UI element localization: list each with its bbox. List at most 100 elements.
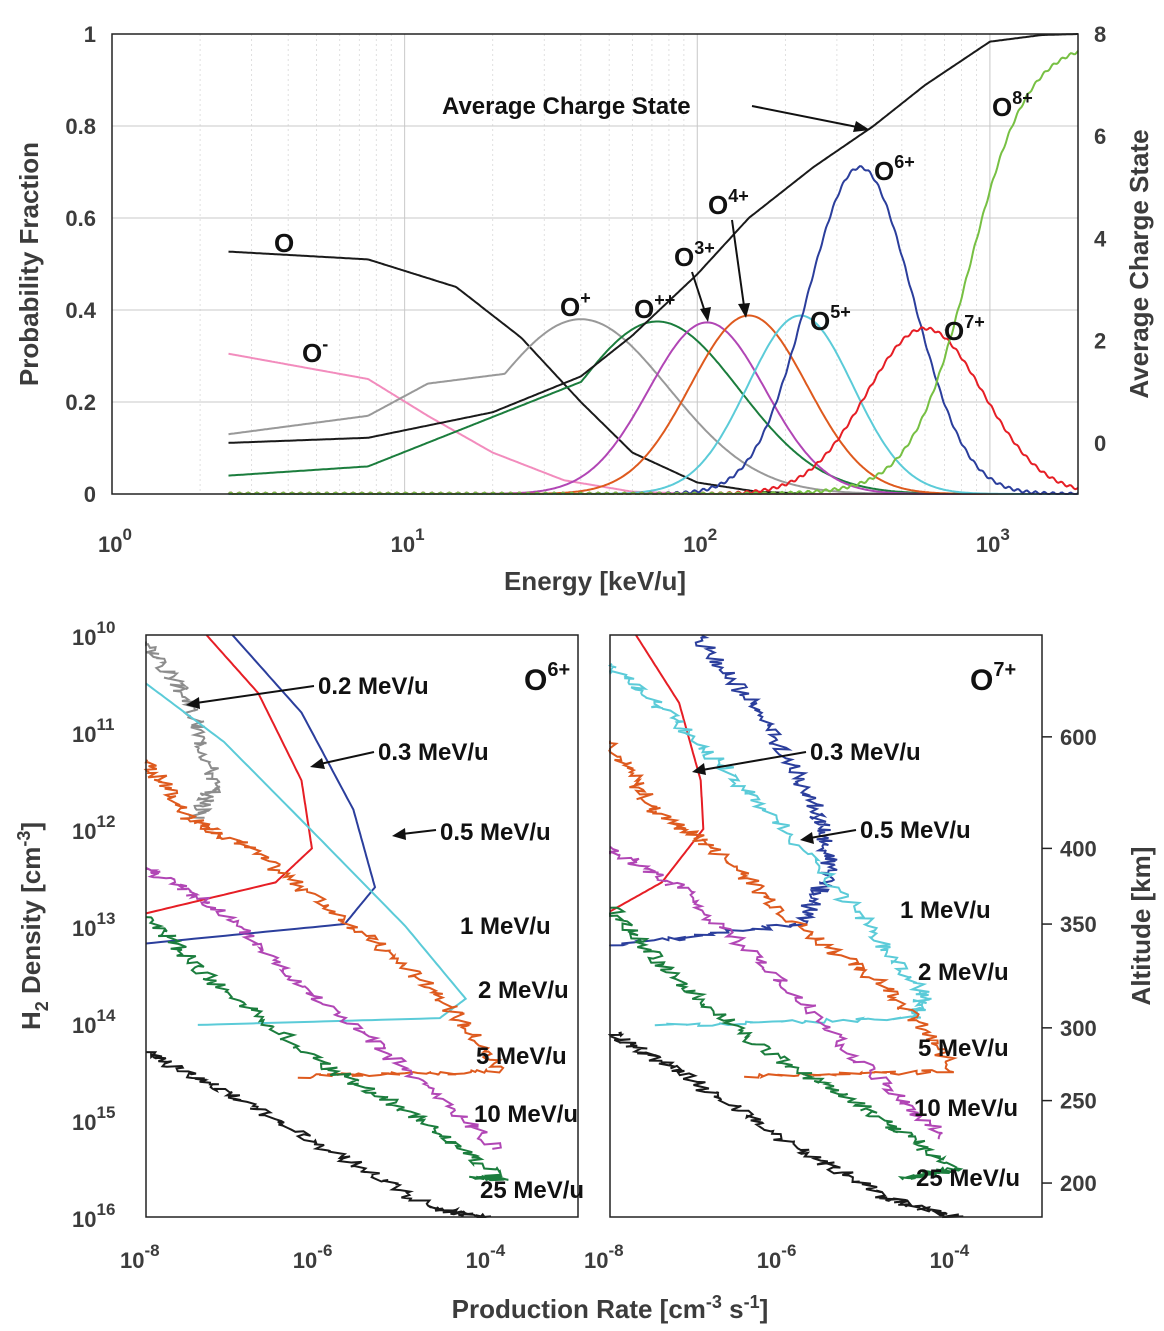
bottom-x-axis-label: Production Rate [cm-3 s-1] <box>452 1292 769 1324</box>
bottom-right-frame <box>609 634 1043 1218</box>
panel-title-O6: O6+ <box>524 659 570 697</box>
bottom-x-tick-label: 10-4 <box>930 1241 970 1273</box>
panel0-series-0-2-mev-u <box>145 641 222 819</box>
top-x-axis-label: Energy [keV/u] <box>504 566 686 596</box>
bottom-x-tick-label: 10-4 <box>466 1241 506 1273</box>
altitude-tick-label: 600 <box>1060 725 1097 750</box>
altitude-tick-label: 400 <box>1060 836 1097 861</box>
panel1-series-2-mev-u <box>607 740 959 1079</box>
ann-right-10: 10 MeV/u <box>914 1095 1018 1122</box>
altitude-tick-label: 350 <box>1060 912 1097 937</box>
top-y-right-tick-label: 2 <box>1094 329 1106 354</box>
top-y-tick-label: 0.2 <box>65 390 96 415</box>
arrowhead-right-0.3 <box>692 763 706 775</box>
ann-left-2: 2 MeV/u <box>478 977 569 1004</box>
panel0-series-1-mev-u <box>145 682 468 1026</box>
top-y-tick-label: 0.4 <box>65 298 96 323</box>
ann-right-5: 5 MeV/u <box>918 1035 1009 1062</box>
top-arrows <box>691 105 870 322</box>
arrow-O3 <box>691 271 706 313</box>
ann-left-0.3: 0.3 MeV/u <box>378 739 489 766</box>
label-O-plus: O+ <box>560 288 591 322</box>
label-O7: O7+ <box>944 312 985 346</box>
label-O6: O6+ <box>874 152 915 186</box>
bottom-y-tick-label: 1013 <box>72 909 115 941</box>
panel1-series-10-mev-u <box>608 906 964 1181</box>
top-y-right-tick-label: 6 <box>1094 124 1106 149</box>
top-grid <box>111 34 1079 494</box>
series-o7+-line <box>227 326 1079 496</box>
label-O-plusplus: O++ <box>634 290 675 324</box>
panel0-series-0-3-mev-u <box>145 634 313 915</box>
arrowhead-right-0.5 <box>800 832 814 844</box>
series-average-charge-state-line <box>228 33 1078 444</box>
label-O-minus: O- <box>302 334 328 368</box>
panel0-series-25-mev-u <box>145 1051 492 1219</box>
ann-right-25: 25 MeV/u <box>916 1165 1020 1192</box>
panel0-series-5-mev-u <box>145 867 502 1150</box>
bottom-y-tick-label: 1011 <box>72 715 114 747</box>
top-y-right-tick-label: 4 <box>1094 226 1107 251</box>
ann-left-5: 5 MeV/u <box>476 1043 567 1070</box>
ann-right-2: 2 MeV/u <box>918 959 1009 986</box>
altitude-ticks: 600 400 350 300 250 200 <box>1042 725 1097 1196</box>
panel1-series-5-mev-u <box>609 845 943 1140</box>
series-o-line <box>228 250 1078 495</box>
series-o--line <box>228 352 1078 495</box>
panel0-series-10-mev-u <box>145 916 509 1182</box>
top-x-ticks: 100 101 102 103 <box>98 525 1010 557</box>
series-o3+-line <box>228 321 1078 495</box>
panel1-series-0-5-mev-u <box>609 634 838 947</box>
bottom-x-tick-label: 10-6 <box>757 1241 797 1273</box>
ann-left-25: 25 MeV/u <box>480 1177 584 1204</box>
arrowhead-left-0.2 <box>186 697 200 709</box>
bottom-y-axis-label: H2 Density [cm-3] <box>14 822 52 1030</box>
bottom-right-curves <box>607 634 964 1219</box>
ann-left-0.2: 0.2 MeV/u <box>318 673 429 700</box>
bottom-x-tick-label: 10-6 <box>293 1241 333 1273</box>
arrow-left-0.3 <box>319 751 375 765</box>
top-y-right-tick-label: 0 <box>1094 431 1106 456</box>
top-y-tick-label: 0.8 <box>65 114 96 139</box>
bottom-arrows <box>186 685 857 844</box>
top-x-tick-label: 101 <box>391 525 425 557</box>
arrowhead-left-0.5 <box>392 828 406 840</box>
panel1-series-25-mev-u <box>607 1031 964 1219</box>
ann-left-1: 1 MeV/u <box>460 913 551 940</box>
panel0-series-2-mev-u <box>143 759 505 1080</box>
arrow-right-0.5 <box>809 829 857 839</box>
top-y-right-ticks: 0 2 4 6 8 <box>1094 22 1107 456</box>
bottom-y-tick-label: 1012 <box>72 812 115 844</box>
ann-left-10: 10 MeV/u <box>474 1101 578 1128</box>
label-O: O <box>274 228 294 258</box>
panel0-series-0-5-mev-u <box>145 634 377 945</box>
bottom-left-curves <box>143 634 509 1219</box>
arrow-right-0.3 <box>701 751 807 771</box>
ann-left-0.5: 0.5 MeV/u <box>440 819 551 846</box>
altitude-tick-label: 300 <box>1060 1016 1097 1041</box>
label-average-charge-state: Average Charge State <box>442 93 691 120</box>
label-O3: O3+ <box>674 238 715 272</box>
bottom-x-tick-label: 10-8 <box>584 1241 624 1273</box>
top-x-tick-label: 103 <box>976 525 1010 557</box>
top-y-axis-label: Probability Fraction <box>14 142 44 386</box>
top-x-tick-label: 100 <box>98 525 132 557</box>
label-O8: O8+ <box>992 88 1033 122</box>
top-y-right-axis-label: Average Charge State <box>1124 129 1154 398</box>
arrowhead-O3 <box>700 307 711 322</box>
bottom-y-tick-label: 1010 <box>72 618 115 650</box>
bottom-y-ticks: 1010 1011 1012 1013 1014 1015 1016 <box>72 618 116 1232</box>
bottom-panel: 10-8 10-6 10-4 10-8 10-6 10-4 1010 1011 1012 101… <box>14 618 1156 1324</box>
top-panel: 100 101 102 103 0 0.2 0.4 0.6 0.8 1 0 2 4 6 8 Energy… <box>14 22 1154 596</box>
bottom-x-ticks: 10-8 10-6 10-4 10-8 10-6 10-4 <box>120 1241 970 1273</box>
arrow-O4 <box>731 219 745 307</box>
bottom-y-tick-label: 1016 <box>72 1200 115 1232</box>
arrow-left-0.2 <box>195 685 315 704</box>
top-y-ticks: 0 0.2 0.4 0.6 0.8 1 <box>65 22 96 507</box>
arrowhead-left-0.3 <box>310 758 325 769</box>
bottom-y-tick-label: 1014 <box>72 1006 116 1038</box>
bottom-x-tick-label: 10-8 <box>120 1241 160 1273</box>
label-O5: O5+ <box>810 302 851 336</box>
ann-right-0.3: 0.3 MeV/u <box>810 739 921 766</box>
